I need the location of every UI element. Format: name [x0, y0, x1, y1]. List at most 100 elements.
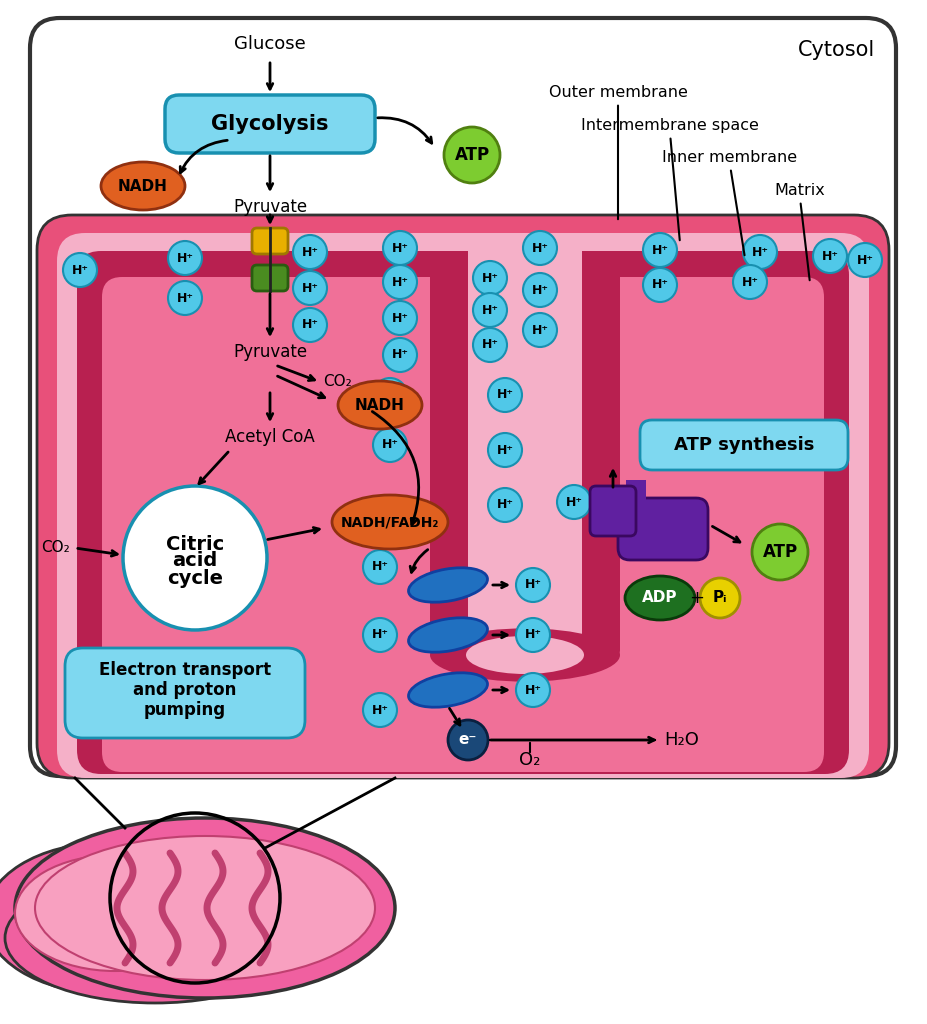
Ellipse shape	[5, 873, 305, 1002]
FancyBboxPatch shape	[640, 420, 847, 470]
Circle shape	[642, 268, 677, 302]
Text: H⁺: H⁺	[496, 388, 513, 401]
Text: ATP: ATP	[454, 146, 489, 164]
Circle shape	[751, 524, 807, 580]
Text: Cytosol: Cytosol	[797, 40, 874, 60]
Ellipse shape	[408, 567, 487, 602]
Circle shape	[743, 234, 776, 269]
FancyBboxPatch shape	[57, 233, 868, 778]
FancyBboxPatch shape	[429, 253, 467, 655]
Text: cycle: cycle	[167, 568, 222, 588]
Circle shape	[293, 271, 326, 305]
Text: H⁺: H⁺	[371, 703, 388, 717]
Text: H⁺: H⁺	[481, 271, 498, 285]
Text: Pᵢ: Pᵢ	[712, 591, 727, 605]
FancyBboxPatch shape	[37, 215, 888, 778]
Circle shape	[556, 485, 590, 519]
Circle shape	[473, 261, 506, 295]
Text: H⁺: H⁺	[301, 282, 318, 295]
Circle shape	[63, 253, 97, 287]
Circle shape	[515, 568, 550, 602]
Circle shape	[168, 241, 202, 275]
Circle shape	[473, 328, 506, 362]
FancyBboxPatch shape	[581, 253, 619, 655]
Text: Glycolysis: Glycolysis	[211, 114, 328, 134]
Text: ATP synthesis: ATP synthesis	[673, 436, 813, 454]
FancyBboxPatch shape	[467, 253, 581, 660]
Circle shape	[383, 338, 416, 372]
Circle shape	[523, 231, 556, 265]
Text: H⁺: H⁺	[481, 303, 498, 316]
Circle shape	[373, 428, 407, 462]
FancyBboxPatch shape	[102, 278, 823, 772]
Text: H⁺: H⁺	[391, 348, 408, 361]
Text: acid: acid	[172, 552, 218, 570]
Text: ADP: ADP	[641, 591, 677, 605]
Text: +: +	[689, 589, 704, 607]
Ellipse shape	[429, 629, 619, 682]
Circle shape	[383, 231, 416, 265]
Text: NADH: NADH	[118, 178, 168, 194]
Text: CO₂: CO₂	[323, 375, 351, 389]
Circle shape	[812, 239, 846, 273]
Text: O₂: O₂	[519, 751, 540, 769]
Circle shape	[515, 673, 550, 707]
Text: ATP: ATP	[762, 543, 796, 561]
Text: H⁺: H⁺	[496, 443, 513, 457]
Text: pumping: pumping	[144, 701, 226, 719]
Text: e⁻: e⁻	[458, 732, 476, 748]
Ellipse shape	[101, 162, 184, 210]
Circle shape	[373, 378, 407, 412]
Text: H⁺: H⁺	[531, 324, 548, 337]
Text: Matrix: Matrix	[774, 183, 824, 281]
Text: H⁺: H⁺	[751, 246, 768, 258]
Text: Glucose: Glucose	[234, 35, 306, 53]
FancyBboxPatch shape	[65, 648, 305, 738]
Circle shape	[847, 243, 881, 278]
Text: Pyruvate: Pyruvate	[233, 343, 307, 361]
Text: H⁺: H⁺	[176, 252, 194, 264]
FancyBboxPatch shape	[467, 233, 581, 253]
Ellipse shape	[15, 855, 215, 971]
Ellipse shape	[624, 575, 694, 620]
Ellipse shape	[35, 836, 375, 980]
Text: H⁺: H⁺	[481, 339, 498, 351]
Circle shape	[293, 234, 326, 269]
Circle shape	[362, 550, 397, 584]
Text: H⁺: H⁺	[856, 254, 872, 266]
Ellipse shape	[465, 636, 583, 674]
Circle shape	[488, 433, 522, 467]
Text: H⁺: H⁺	[391, 275, 408, 289]
Circle shape	[699, 578, 739, 618]
Text: and proton: and proton	[133, 681, 236, 699]
Text: Inner membrane: Inner membrane	[662, 150, 796, 255]
Text: Electron transport: Electron transport	[99, 662, 271, 679]
Text: Pyruvate: Pyruvate	[233, 198, 307, 216]
Circle shape	[362, 693, 397, 727]
Text: H⁺: H⁺	[391, 242, 408, 255]
Text: H⁺: H⁺	[820, 250, 838, 262]
Text: H⁺: H⁺	[381, 438, 398, 452]
Circle shape	[732, 265, 767, 299]
Text: H⁺: H⁺	[651, 279, 667, 292]
Circle shape	[293, 308, 326, 342]
Text: H⁺: H⁺	[71, 263, 88, 276]
Text: H⁺: H⁺	[176, 292, 194, 304]
Ellipse shape	[337, 381, 422, 429]
Circle shape	[168, 281, 202, 315]
Circle shape	[523, 273, 556, 307]
Circle shape	[362, 618, 397, 652]
Text: H⁺: H⁺	[301, 246, 318, 258]
Text: H⁺: H⁺	[371, 629, 388, 641]
Ellipse shape	[0, 843, 224, 993]
Circle shape	[448, 720, 488, 760]
FancyBboxPatch shape	[77, 251, 848, 774]
Ellipse shape	[408, 617, 487, 652]
Text: H⁺: H⁺	[531, 284, 548, 297]
Text: H⁺: H⁺	[651, 244, 667, 256]
FancyBboxPatch shape	[617, 498, 707, 560]
Text: H⁺: H⁺	[391, 311, 408, 325]
Text: H⁺: H⁺	[531, 242, 548, 255]
FancyBboxPatch shape	[590, 486, 635, 536]
Text: NADH/FADH₂: NADH/FADH₂	[340, 515, 438, 529]
